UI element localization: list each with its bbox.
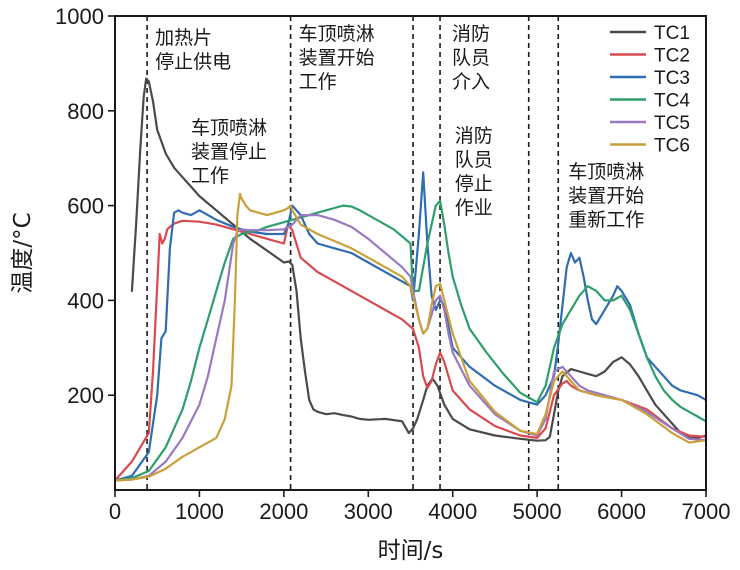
x-axis-label: 时间/s xyxy=(378,538,444,564)
legend-label: TC4 xyxy=(654,91,690,112)
series-line-tc2 xyxy=(113,219,708,482)
event-annotation-text: 作业 xyxy=(455,197,493,219)
event-annotation-text: 加热片 xyxy=(155,27,212,49)
x-tick-label: 5000 xyxy=(513,499,562,524)
series-line-tc5 xyxy=(113,214,708,482)
event-annotation-text: 重新工作 xyxy=(568,209,644,231)
x-tick-label: 2000 xyxy=(259,499,308,524)
series-line-tc3 xyxy=(113,171,708,482)
series-layer xyxy=(113,77,708,482)
y-tick-label: 800 xyxy=(67,99,104,124)
series-line-tc6 xyxy=(113,192,708,482)
event-annotations: 加热片停止供电车顶喷淋装置开始工作车顶喷淋装置停止工作消防队员介入消防队员停止作… xyxy=(146,16,644,490)
event-annotation-text: 装置停止 xyxy=(191,141,267,163)
series-line-tc4 xyxy=(113,199,708,482)
x-tick-label: 4000 xyxy=(428,499,477,524)
y-tick-label: 200 xyxy=(67,383,104,408)
x-tick-label: 7000 xyxy=(682,499,731,524)
event-annotation-text: 车顶喷淋 xyxy=(191,117,267,139)
x-tick-label: 0 xyxy=(109,499,121,524)
legend-label: TC3 xyxy=(654,68,690,89)
x-tick-label: 6000 xyxy=(597,499,646,524)
series-line-tc1 xyxy=(130,77,708,442)
event-annotation-text: 介入 xyxy=(452,71,490,93)
y-tick-label: 1000 xyxy=(55,4,104,29)
plot-frame xyxy=(114,15,707,491)
axes: 0 1000 2000 3000 4000 5000 6000 7000 200 400 600 80… xyxy=(55,4,730,524)
event-annotation-text: 消防 xyxy=(452,23,490,45)
x-tick-label: 3000 xyxy=(344,499,393,524)
event-annotation-text: 工作 xyxy=(299,71,337,93)
legend-label: TC2 xyxy=(654,46,690,67)
event-annotation-text: 队员 xyxy=(455,149,493,171)
event-annotation-text: 队员 xyxy=(452,47,490,69)
event-annotation-text: 装置开始 xyxy=(299,47,375,69)
legend-label: TC5 xyxy=(654,113,690,134)
event-annotation-text: 消防 xyxy=(455,125,493,147)
x-tick-label: 1000 xyxy=(175,499,224,524)
event-annotation-text: 工作 xyxy=(191,165,229,187)
event-annotation-text: 车顶喷淋 xyxy=(299,23,375,45)
y-tick-label: 400 xyxy=(67,288,104,313)
legend-label: TC1 xyxy=(654,23,690,44)
event-annotation-text: 车顶喷淋 xyxy=(568,161,644,183)
y-tick-label: 600 xyxy=(67,194,104,219)
event-annotation-text: 装置开始 xyxy=(568,185,644,207)
event-annotation-text: 停止供电 xyxy=(155,51,231,73)
legend-label: TC6 xyxy=(654,136,690,157)
event-annotation-text: 停止 xyxy=(455,173,493,195)
y-axis-label: 温度/°C xyxy=(10,212,36,293)
